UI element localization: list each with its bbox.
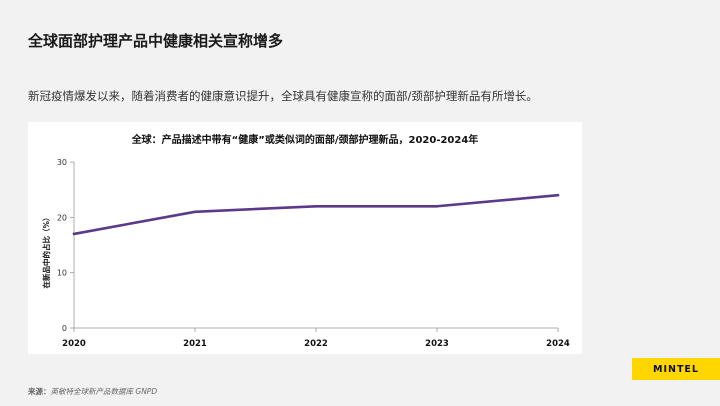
source-label: 来源：: [28, 387, 51, 396]
chart-title: 全球：产品描述中带有“健康”或类似词的面部/颈部护理新品，2020-2024年: [131, 135, 479, 146]
chart-panel: 全球：产品描述中带有“健康”或类似词的面部/颈部护理新品，2020-2024年 …: [28, 122, 582, 354]
y-axis-title: 在新品中的占比（%）: [41, 213, 51, 288]
x-tick-label: 2021: [183, 339, 207, 349]
y-tick-label: 10: [57, 269, 67, 278]
x-tick-label: 2023: [425, 339, 449, 349]
brand-logo-text: MINTEL: [653, 363, 699, 375]
x-tick-label: 2020: [62, 339, 86, 349]
data-point: [435, 204, 439, 208]
source-note: 来源：英敏特全球新产品数据库 GNPD: [28, 386, 157, 397]
data-point: [556, 193, 560, 197]
x-tick-label: 2024: [546, 339, 570, 349]
brand-badge: MINTEL: [632, 358, 720, 380]
page-subtitle: 新冠疫情爆发以来，随着消费者的健康意识提升，全球具有健康宣称的面部/颈部护理新品…: [28, 89, 538, 103]
y-tick-label: 30: [57, 158, 67, 167]
y-tick-label: 0: [62, 324, 67, 333]
source-text: 英敏特全球新产品数据库 GNPD: [50, 387, 158, 396]
data-point: [193, 210, 197, 214]
y-tick-label: 20: [57, 213, 67, 222]
page-title: 全球面部护理产品中健康相关宣称增多: [28, 32, 284, 50]
data-point: [72, 232, 76, 236]
data-point: [314, 204, 318, 208]
line-chart: 0 10 20 30 2020 2021 2022 2023 2024 在新品中的占比（%）: [41, 158, 570, 349]
x-tick-label: 2022: [304, 339, 328, 349]
series-line: [72, 193, 560, 236]
